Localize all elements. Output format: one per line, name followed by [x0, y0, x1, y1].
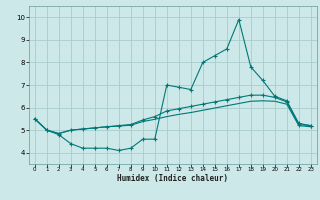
- X-axis label: Humidex (Indice chaleur): Humidex (Indice chaleur): [117, 174, 228, 183]
